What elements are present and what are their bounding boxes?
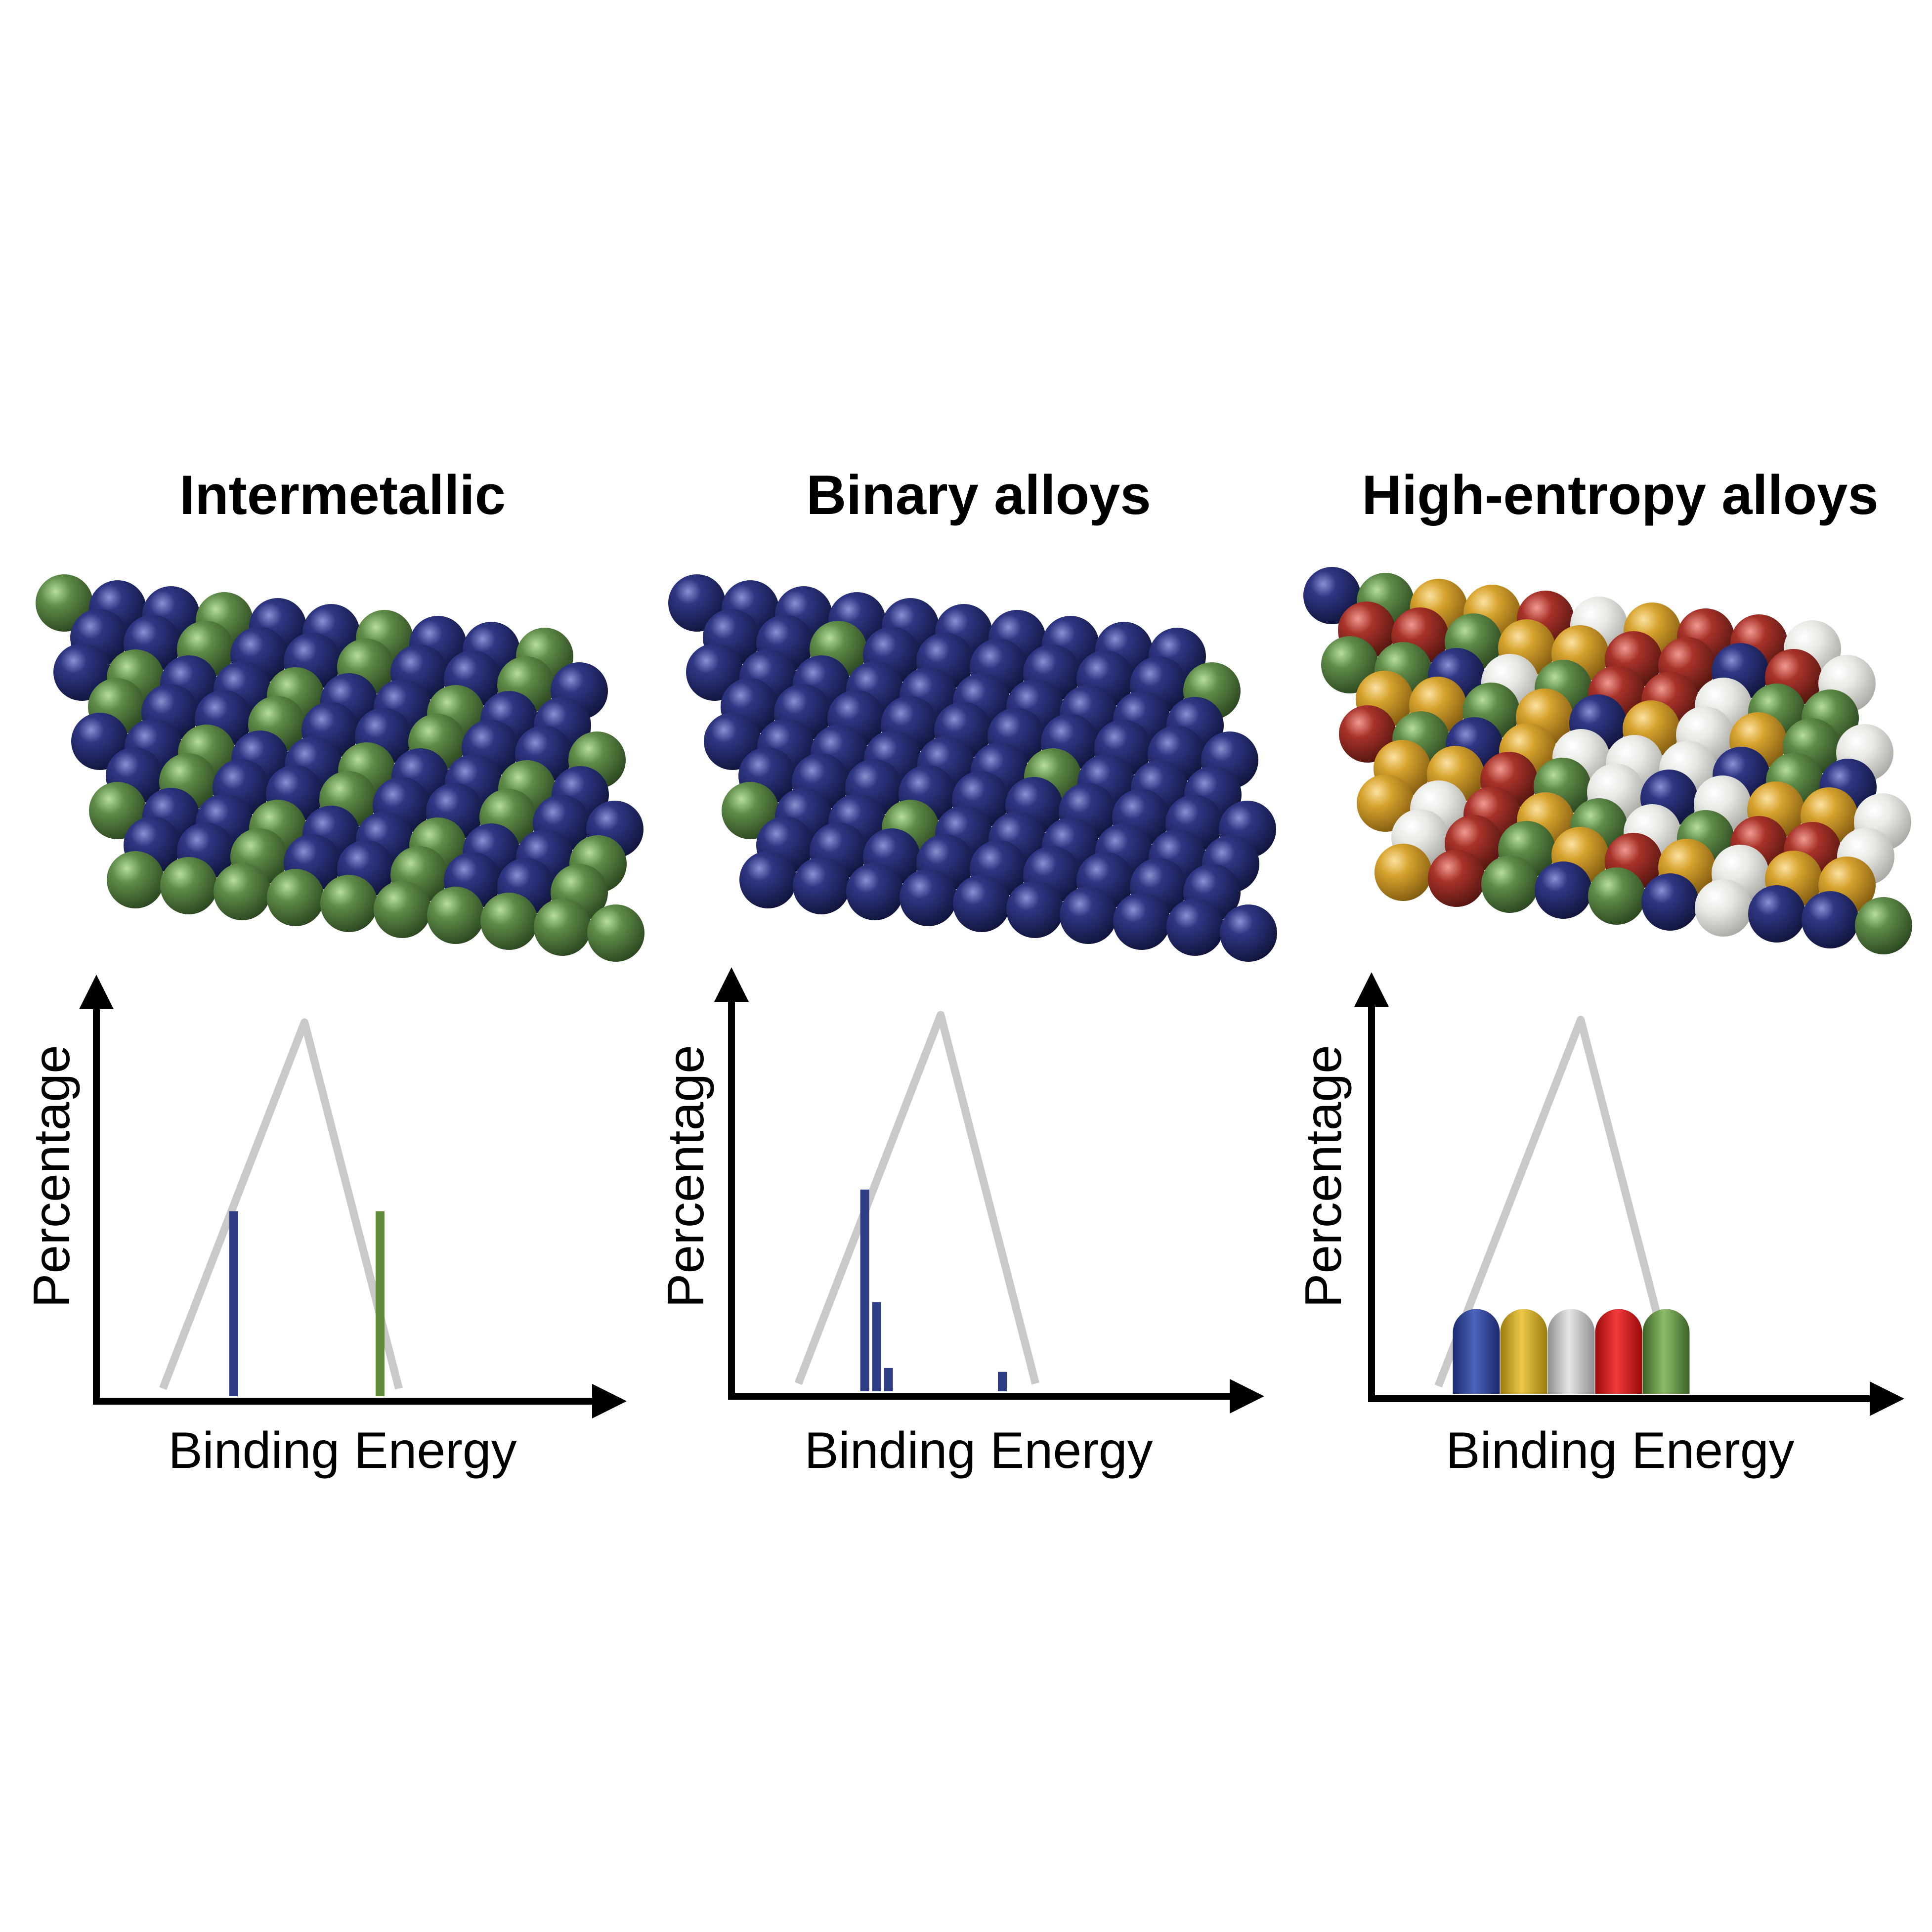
atom-blue [793, 857, 850, 914]
atom-yellow [1374, 844, 1432, 901]
atom-blue [1060, 887, 1117, 944]
y-axis-label: Percentage [657, 1045, 715, 1308]
atom-blue [1006, 881, 1064, 938]
bar-blue [1453, 1309, 1500, 1394]
x-axis-label: Binding Energy [168, 1422, 516, 1479]
panel-title: High-entropy alloys [1362, 464, 1878, 526]
panel-title: Intermetallic [179, 464, 506, 526]
atom-blue [846, 863, 903, 920]
atom-lattice-binary [668, 574, 1277, 962]
panel-title: Binary alloys [806, 464, 1151, 526]
atom-lattice-high-entropy [1303, 567, 1912, 954]
atom-red [1428, 850, 1485, 907]
atom-blue [1802, 891, 1859, 948]
bar-green [1642, 1309, 1690, 1394]
atom-green [1588, 867, 1645, 925]
bar-blue-3 [998, 1372, 1007, 1391]
atom-blue [953, 875, 1010, 932]
atom-green [320, 875, 378, 932]
atom-blue [1220, 904, 1277, 962]
bar-red [1595, 1309, 1642, 1394]
atom-blue [1166, 899, 1224, 956]
bar-blue-2 [884, 1368, 893, 1391]
panel-binary-alloys: Binary alloys Percentage Binding Energy [657, 464, 1277, 1479]
atom-blue [739, 851, 797, 908]
atom-blue [900, 869, 957, 926]
distribution-envelope [159, 1018, 403, 1390]
atom-green [267, 869, 324, 926]
atom-green [480, 893, 538, 950]
y-axis-label: Percentage [1295, 1045, 1352, 1308]
atom-green [427, 887, 484, 944]
atom-green [160, 857, 217, 914]
binding-energy-chart-binary [714, 967, 1264, 1414]
bar-green-1 [375, 1211, 385, 1396]
atom-blue [1748, 885, 1805, 943]
atom-green [214, 863, 271, 920]
atom-blue [1113, 893, 1170, 950]
bar-blue-0 [229, 1211, 238, 1396]
x-axis-label: Binding Energy [804, 1422, 1153, 1479]
atom-blue [1641, 873, 1699, 931]
atom-blue [1535, 861, 1592, 919]
x-axis-label: Binding Energy [1446, 1422, 1794, 1479]
panel-high-entropy-alloys: High-entropy alloys Percentage Binding E… [1295, 464, 1912, 1479]
bar-blue-0 [860, 1189, 869, 1391]
atom-green [587, 904, 644, 962]
binding-energy-chart-intermetallic [79, 975, 627, 1418]
atom-green [374, 881, 431, 938]
binding-energy-chart-high-entropy [1354, 972, 1904, 1416]
atom-lattice-intermetallic [36, 574, 644, 962]
bar-blue-1 [872, 1302, 881, 1391]
atom-white [1695, 879, 1752, 937]
distribution-envelope [1434, 1016, 1679, 1388]
y-axis-label: Percentage [23, 1045, 81, 1308]
atom-green [107, 851, 164, 908]
bar-white [1547, 1309, 1595, 1394]
distribution-envelope [794, 1011, 1039, 1385]
atom-green [1855, 897, 1912, 954]
atom-green [534, 899, 591, 956]
bar-yellow [1500, 1309, 1547, 1394]
atom-green [1481, 856, 1539, 913]
panel-intermetallic: Intermetallic Percentage Binding Energy [23, 464, 644, 1479]
